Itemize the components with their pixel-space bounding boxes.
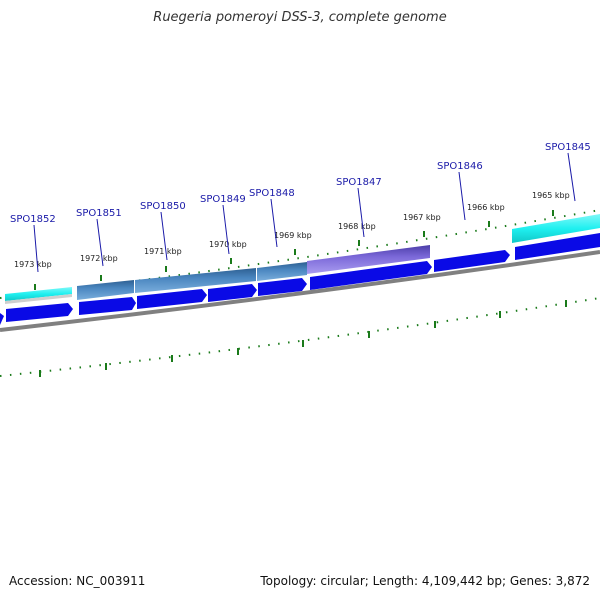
outer-ruler — [0, 209, 600, 299]
gene-label-spo1845[interactable]: SPO1845 — [545, 142, 591, 153]
gene-label-spo1849[interactable]: SPO1849 — [200, 194, 246, 205]
gene-label-spo1847[interactable]: SPO1847 — [336, 177, 382, 188]
feature-segment — [135, 268, 256, 293]
map-title: Ruegeria pomeroyi DSS-3, complete genome — [153, 10, 447, 25]
kbp-label: 1972 kbp — [80, 254, 118, 263]
gene-arrow — [515, 233, 600, 260]
gene-arrow — [310, 261, 432, 290]
gene-label-spo1848[interactable]: SPO1848 — [249, 188, 295, 199]
gene-label-spo1851[interactable]: SPO1851 — [76, 208, 122, 219]
gene-arrow — [434, 250, 510, 272]
leader-line — [96, 218, 104, 267]
gene-arrow — [137, 289, 207, 309]
gene-label-spo1850[interactable]: SPO1850 — [140, 201, 186, 212]
kbp-label: 1965 kbp — [532, 191, 570, 200]
gene-label-spo1846[interactable]: SPO1846 — [437, 161, 483, 172]
kbp-label: 1969 kbp — [274, 231, 312, 240]
kbp-label: 1966 kbp — [467, 203, 505, 212]
gene-arrow — [6, 303, 73, 322]
leader-line — [33, 224, 39, 273]
feature-segment — [257, 262, 307, 281]
cds-track — [0, 233, 600, 325]
feature-segment — [5, 287, 72, 301]
feature-segment — [77, 280, 134, 300]
gene-arrow — [208, 284, 257, 302]
leader-line — [567, 152, 576, 202]
kbp-label: 1971 kbp — [144, 247, 182, 256]
accession-text: Accession: NC_003911 — [9, 574, 146, 588]
leader-line — [458, 171, 466, 221]
gene-leaders — [33, 152, 576, 273]
leader-line — [160, 211, 168, 261]
feature-segment — [307, 245, 430, 274]
leader-line — [270, 198, 278, 248]
feature-segment — [512, 214, 600, 243]
gene-arrow — [0, 313, 4, 325]
genome-summary-text: Topology: circular; Length: 4,109,442 bp… — [260, 574, 590, 588]
feature-track — [5, 214, 600, 304]
kbp-label: 1973 kbp — [14, 260, 52, 269]
gene-labels: SPO1852 SPO1851 SPO1850 SPO1849 SPO1848 … — [10, 142, 591, 225]
kbp-label: 1967 kbp — [403, 213, 441, 222]
kbp-label: 1968 kbp — [338, 222, 376, 231]
feature-segment — [5, 294, 72, 304]
leader-line — [357, 187, 365, 238]
inner-ruler — [0, 297, 600, 377]
gene-arrow — [79, 297, 136, 315]
leader-line — [222, 204, 230, 255]
genome-backbone — [0, 250, 600, 332]
gene-label-spo1852[interactable]: SPO1852 — [10, 214, 56, 225]
gene-arrow — [258, 278, 307, 296]
